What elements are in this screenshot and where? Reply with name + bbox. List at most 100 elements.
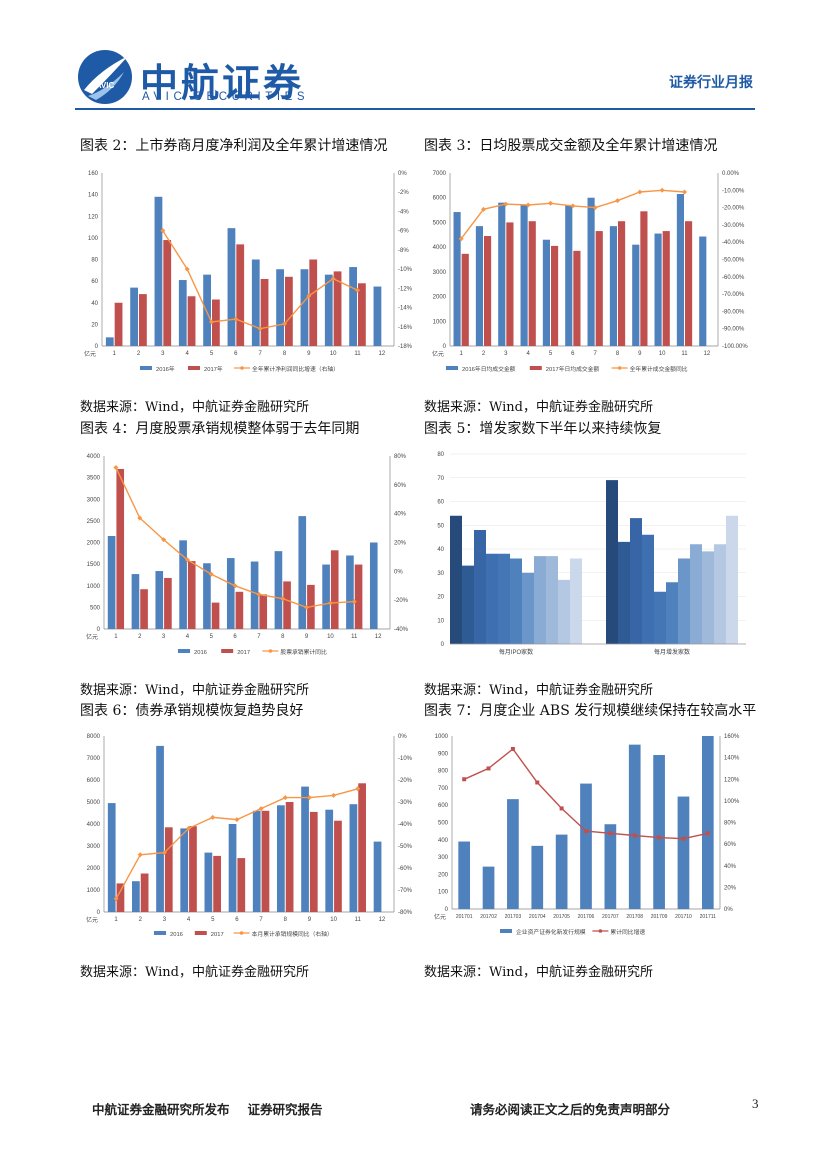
legend-swatch <box>194 931 207 935</box>
x-tick-label: 201705 <box>553 914 570 920</box>
avic-logo-icon: AVIC <box>78 50 132 104</box>
bar <box>458 841 471 909</box>
x-tick-label: 8 <box>284 917 288 923</box>
y-tick-label-right: -70.00% <box>722 292 745 298</box>
x-tick-label: 8 <box>283 351 287 357</box>
bar <box>606 480 618 644</box>
x-tick-label: 3 <box>161 351 165 357</box>
y-tick-label-left: 300 <box>438 855 449 861</box>
bar <box>236 244 245 346</box>
line-point <box>160 228 166 234</box>
bar <box>358 283 366 346</box>
line-point <box>535 780 540 785</box>
y-tick-label-left: 2000 <box>87 541 101 547</box>
bar <box>486 553 498 644</box>
bar <box>506 222 514 346</box>
y-tick-label-right: -70% <box>398 888 413 894</box>
x-tick-label: 9 <box>308 917 312 923</box>
bar <box>346 555 354 629</box>
y-tick-label: 20 <box>437 595 444 601</box>
footer-left: 中航证券金融研究所发布 证券研究报告 <box>92 1099 341 1118</box>
bar <box>116 883 125 912</box>
bar <box>277 805 285 912</box>
line-point <box>637 189 643 195</box>
x-tick-label: 6 <box>233 634 237 640</box>
bar <box>604 824 617 909</box>
bar <box>259 594 268 629</box>
y-tick-label-left: 0 <box>97 627 101 633</box>
y-tick-label-right: -12% <box>398 286 413 292</box>
bar <box>632 244 640 346</box>
y-tick-label-left: 0 <box>443 344 447 350</box>
legend-swatch <box>617 366 622 370</box>
y-tick-label-left: 2000 <box>433 295 447 301</box>
bar <box>180 828 189 912</box>
y-tick-label-left: 140 <box>88 193 99 199</box>
bar <box>187 296 196 346</box>
bar <box>252 810 261 912</box>
y-tick-label-left: 4000 <box>87 822 101 828</box>
bar <box>358 783 366 912</box>
caption-chart4: 图表 4：月度股票承销规模整体弱于去年同期 <box>80 421 360 437</box>
x-tick-label: 201702 <box>480 914 497 920</box>
chart-broker-net-profit: 0 20 40 60 80 100 120 140 160 0% -2% -4% -6% -8% -10% -… <box>78 160 418 388</box>
y-tick-label-left: 700 <box>438 786 449 792</box>
y-tick-label-left: 600 <box>438 803 449 809</box>
bar <box>565 205 573 346</box>
x-tick-label: 201706 <box>578 914 595 920</box>
line-point <box>233 316 239 322</box>
bar <box>211 602 220 629</box>
line-point <box>486 766 491 771</box>
line-point <box>184 557 190 563</box>
page-number: 3 <box>752 1096 759 1111</box>
bar <box>628 744 641 909</box>
y-tick-label-right: -50% <box>398 844 413 850</box>
x-tick-label: 8 <box>281 634 285 640</box>
y-tick-label-right: 80% <box>394 454 407 460</box>
y-tick-label-right: -30.00% <box>722 223 745 229</box>
footer-publisher: 中航证券金融研究所发布 <box>92 1102 230 1117</box>
legend-swatch <box>239 931 244 935</box>
x-tick-label: 10 <box>330 351 337 357</box>
line-point <box>355 287 360 293</box>
bar <box>580 783 592 909</box>
bar <box>204 852 213 912</box>
line-point <box>458 236 464 242</box>
bar <box>662 231 670 346</box>
y-tick-label-left: 2500 <box>87 519 101 525</box>
x-tick-label: 2 <box>138 634 142 640</box>
bar <box>333 271 342 346</box>
line-point <box>113 465 119 471</box>
bar <box>213 855 221 912</box>
line-point <box>351 599 357 605</box>
x-tick-label: 201710 <box>675 914 692 920</box>
y-tick-label-left: 500 <box>438 821 449 827</box>
line-point <box>331 792 337 798</box>
y-tick-label-left: 6000 <box>433 196 447 202</box>
bar <box>156 745 164 912</box>
legend-label: 2016 <box>170 932 183 938</box>
y-tick-label-left: 60 <box>91 279 98 285</box>
bar <box>702 551 714 644</box>
bar <box>276 269 284 346</box>
line-point <box>137 515 143 521</box>
caption-chart7: 图表 7：月度企业 ABS 发行规模继续保持在较高水平 <box>424 703 757 719</box>
line-point <box>355 786 361 792</box>
y-tick-label-right: 0% <box>394 569 403 575</box>
x-tick-label: 4 <box>526 351 530 357</box>
y-tick-label-right: -18% <box>398 344 413 350</box>
bar <box>654 233 662 346</box>
y-tick-label-right: -90.00% <box>722 327 745 333</box>
x-tick-label: 4 <box>185 351 189 357</box>
x-tick-label: 201711 <box>700 914 717 920</box>
y-tick-label-right: -50.00% <box>722 258 745 264</box>
y-tick-label-right: -6% <box>398 229 409 235</box>
y-tick-label-left: 0 <box>95 344 99 350</box>
brand-name: 中航证券 <box>140 61 305 105</box>
bar <box>334 820 342 912</box>
bar <box>105 337 114 346</box>
line-point <box>481 206 486 212</box>
bar <box>482 866 495 909</box>
bar <box>226 558 235 629</box>
